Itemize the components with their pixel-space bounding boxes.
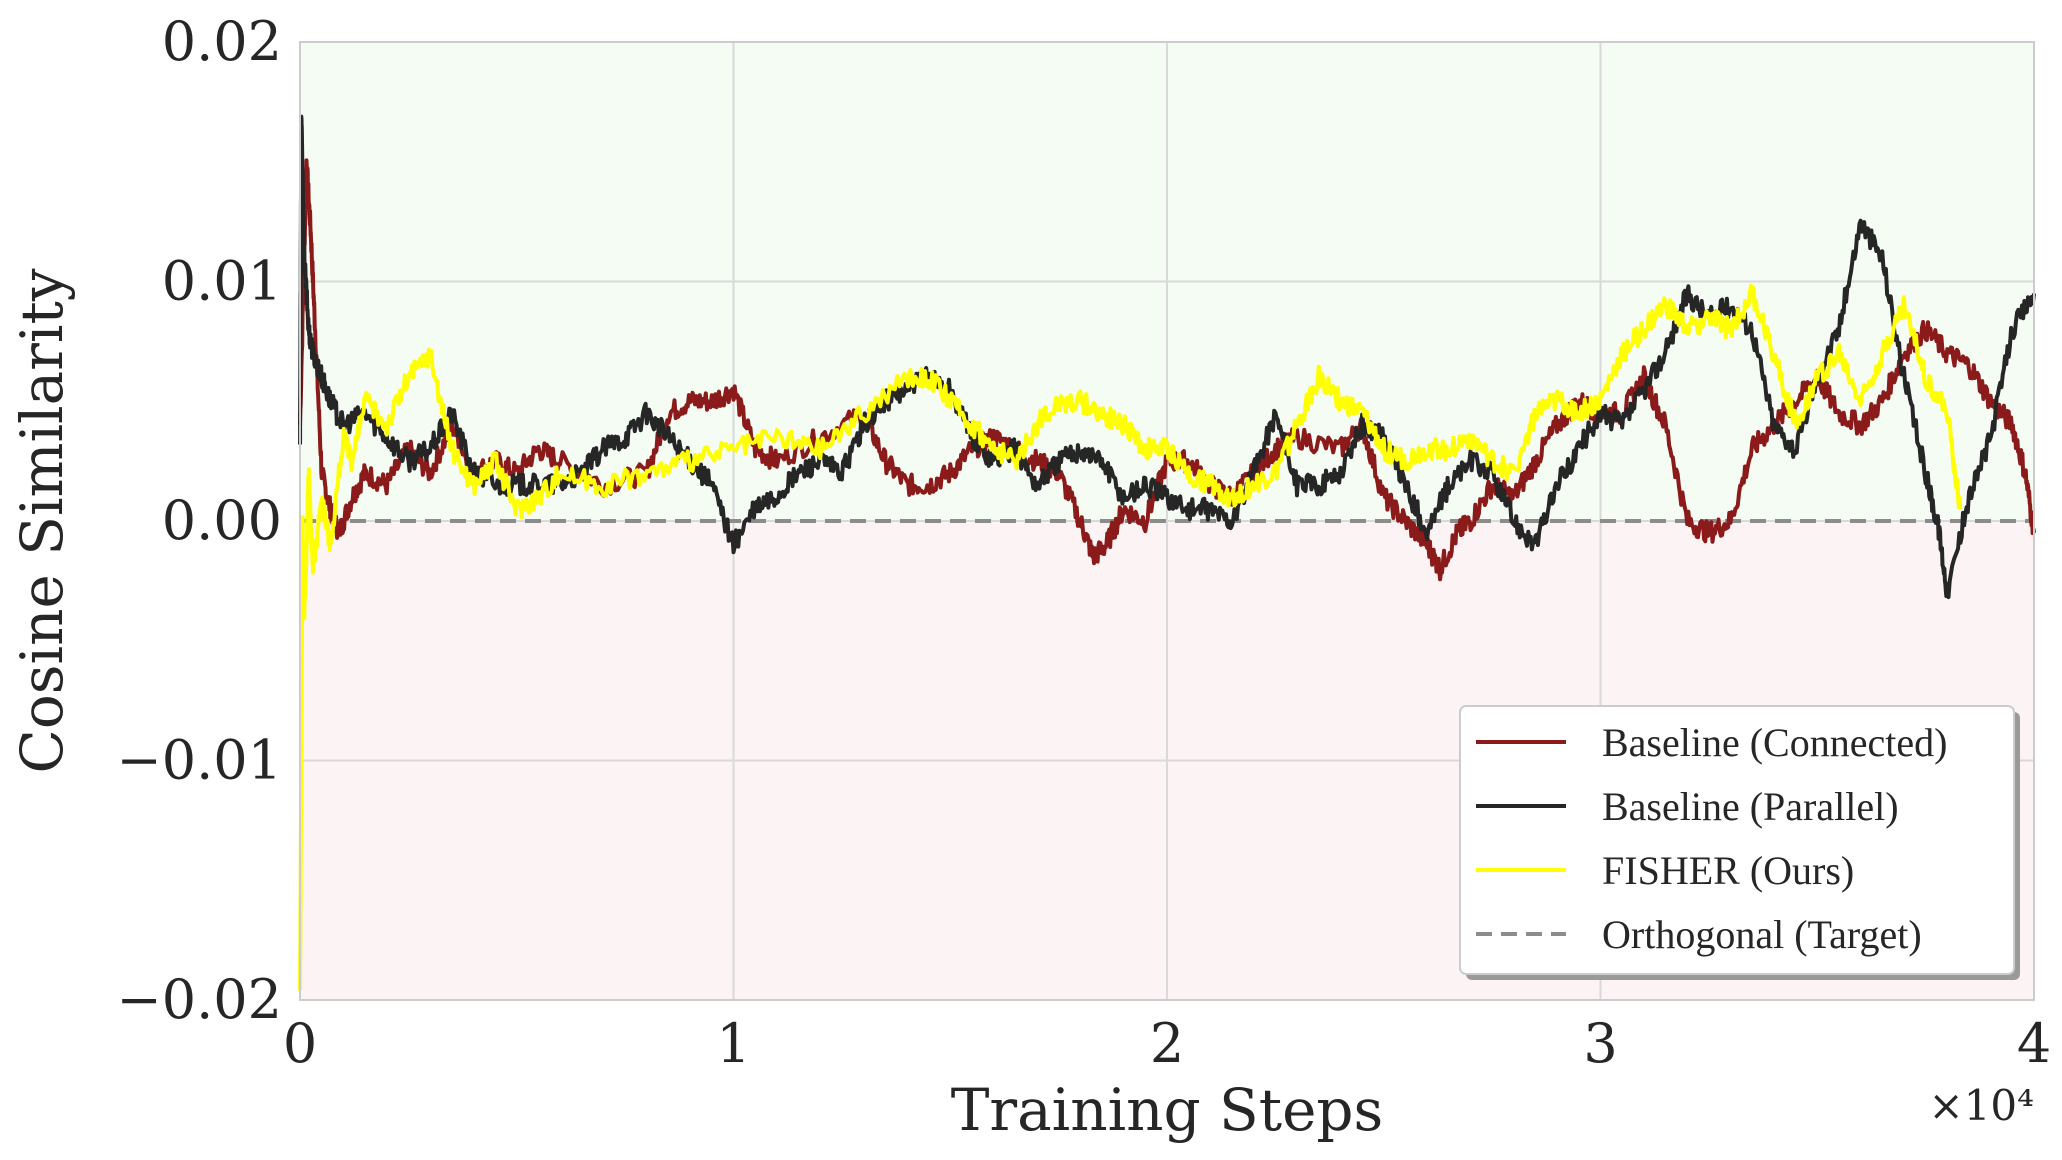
legend: Baseline (Connected) Baseline (Parallel) F… [1459, 705, 2020, 980]
x-tick-label: 3 [1583, 1012, 1617, 1075]
series-lines [298, 114, 2036, 991]
legend-label-baseline-parallel: Baseline (Parallel) [1602, 784, 1899, 829]
y-tick-label: −0.01 [117, 729, 282, 792]
x-axis-title: Training Steps [951, 1076, 1384, 1144]
legend-box [1459, 705, 2015, 975]
series-line-fisher [298, 283, 1963, 991]
x-tick-labels: 0 1 2 3 4 [283, 1012, 2051, 1075]
legend-label-orthogonal: Orthogonal (Target) [1602, 912, 1922, 957]
y-tick-label: 0.00 [162, 489, 282, 552]
x-tick-label: 2 [1150, 1012, 1184, 1075]
y-tick-label: 0.01 [162, 250, 282, 313]
x-tick-label: 4 [2017, 1012, 2051, 1075]
y-tick-label: 0.02 [162, 10, 282, 73]
x-tick-label: 0 [283, 1012, 317, 1075]
plot-frame [299, 41, 2035, 1001]
y-tick-labels: −0.02 −0.01 0.00 0.01 0.02 [117, 10, 282, 1031]
legend-label-fisher: FISHER (Ours) [1602, 848, 1854, 893]
x-tick-label: 1 [716, 1012, 750, 1075]
legend-label-baseline-connected: Baseline (Connected) [1602, 720, 1947, 765]
x-axis-offset-label: ×10⁴ [1929, 1081, 2034, 1130]
y-tick-label: −0.02 [117, 968, 282, 1031]
y-axis-title: Cosine Similarity [8, 268, 76, 773]
